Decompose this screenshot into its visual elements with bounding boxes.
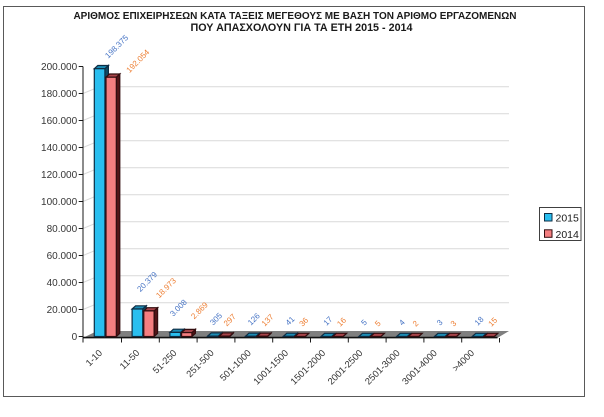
- svg-text:ΑΡΙΘΜΟΣ ΕΠΙΧΕΙΡΗΣΕΩΝ ΚΑΤΑ ΤΑΞΕ: ΑΡΙΘΜΟΣ ΕΠΙΧΕΙΡΗΣΕΩΝ ΚΑΤΑ ΤΑΞΕΙΣ ΜΕΓΕΘΟΥ…: [73, 11, 516, 22]
- svg-text:140.000: 140.000: [41, 143, 78, 154]
- svg-text:180.000: 180.000: [41, 89, 78, 100]
- svg-text:80.000: 80.000: [47, 224, 78, 235]
- svg-text:200.000: 200.000: [41, 62, 78, 73]
- svg-text:100.000: 100.000: [41, 197, 78, 208]
- svg-text:120.000: 120.000: [41, 170, 78, 181]
- svg-text:0: 0: [72, 332, 78, 343]
- svg-text:40.000: 40.000: [47, 278, 78, 289]
- svg-text:60.000: 60.000: [47, 251, 78, 262]
- svg-text:2014: 2014: [556, 229, 580, 241]
- svg-text:2015: 2015: [556, 213, 580, 225]
- svg-text:160.000: 160.000: [41, 116, 78, 127]
- svg-text:20.000: 20.000: [47, 305, 78, 316]
- svg-text:ΠΟΥ ΑΠΑΣΧΟΛΟΥΝ ΓΙΑ ΤΑ ΕΤΗ 2015: ΠΟΥ ΑΠΑΣΧΟΛΟΥΝ ΓΙΑ ΤΑ ΕΤΗ 2015 - 2014: [190, 22, 412, 34]
